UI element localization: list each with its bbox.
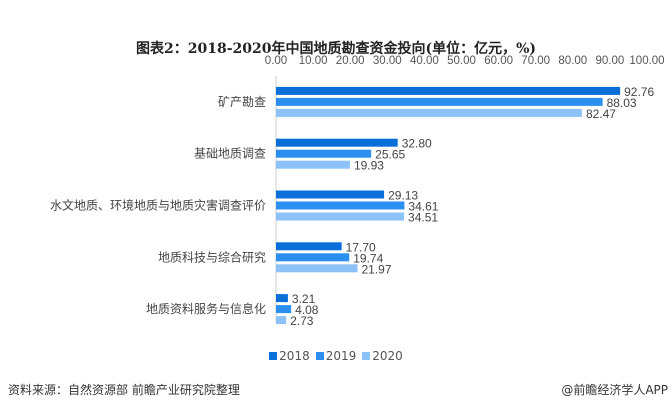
- legend-item-2019: 2019: [315, 349, 357, 363]
- x-tick-label: 90.00: [596, 55, 625, 67]
- x-tick-label: 40.00: [410, 55, 439, 67]
- data-label: 4.08: [295, 303, 319, 317]
- data-label: 2.73: [290, 314, 314, 328]
- x-tick-label: 100.00: [629, 55, 664, 67]
- legend-label: 2020: [372, 349, 403, 363]
- legend-item-2018: 2018: [269, 349, 310, 363]
- data-label: 92.76: [624, 85, 654, 99]
- bar-2020: [276, 160, 350, 169]
- bar-2020: [276, 108, 582, 117]
- legend-label: 2018: [279, 349, 310, 363]
- x-tick-label: 10.00: [299, 55, 328, 67]
- legend-swatch: [269, 352, 278, 360]
- data-label: 32.80: [402, 137, 432, 151]
- x-tick-label: 60.00: [484, 55, 513, 67]
- x-tick-label: 70.00: [521, 55, 550, 67]
- bar-2019: [276, 149, 372, 158]
- bar-2019: [276, 97, 603, 106]
- x-tick-label: 0.00: [265, 55, 287, 67]
- bar-2018: [276, 138, 398, 147]
- data-label: 19.93: [354, 159, 384, 173]
- data-label: 21.97: [362, 262, 392, 276]
- bar-2019: [276, 305, 292, 314]
- data-label: 82.47: [586, 107, 616, 121]
- y-category-label: 矿产勘查: [218, 95, 266, 109]
- bar-2018: [276, 294, 288, 303]
- bar-chart: 0.00 10.00 20.00 30.00 40.00 50.00 60.00 70.00 8…: [50, 55, 665, 328]
- y-category-label: 水文地质、环境地质与地质灾害调查评价: [50, 198, 266, 213]
- bar-2018: [276, 242, 342, 251]
- data-label: 19.74: [353, 251, 383, 265]
- y-category-label: 地质资料服务与信息化: [146, 301, 266, 316]
- bar-2019: [276, 253, 350, 262]
- data-label: 17.70: [346, 240, 376, 254]
- y-category-label: 基础地质调查: [194, 147, 266, 161]
- data-label: 3.21: [292, 292, 316, 306]
- data-label: 34.61: [408, 200, 438, 214]
- x-tick-label: 20.00: [336, 55, 365, 67]
- y-category-label: 地质科技与综合研究: [158, 249, 266, 264]
- bar-2018: [276, 190, 385, 199]
- data-label: 34.51: [408, 211, 438, 225]
- x-tick-label: 30.00: [373, 55, 402, 67]
- chart-title: 图表2：2018-2020年中国地质勘查资金投向(单位：亿元，%): [135, 41, 537, 57]
- legend-swatch: [315, 352, 324, 360]
- source-note: 资料来源：自然资源部 前瞻产业研究院整理: [8, 383, 240, 397]
- x-tick-label: 50.00: [447, 55, 476, 67]
- bar-2019: [276, 201, 405, 210]
- bar-2018: [276, 86, 621, 95]
- bar-2020: [276, 212, 405, 221]
- bar-2020: [276, 316, 287, 325]
- legend-item-2020: 2020: [362, 349, 403, 363]
- credit: @前瞻经济学人APP: [561, 383, 668, 397]
- bar-2020: [276, 264, 358, 273]
- legend-label: 2019: [325, 349, 357, 363]
- data-label: 29.13: [388, 189, 418, 203]
- legend: 2018 2019 2020: [0, 349, 672, 363]
- data-label: 88.03: [607, 96, 637, 110]
- data-label: 25.65: [375, 148, 405, 162]
- legend-swatch: [362, 352, 371, 360]
- x-tick-label: 80.00: [558, 55, 587, 67]
